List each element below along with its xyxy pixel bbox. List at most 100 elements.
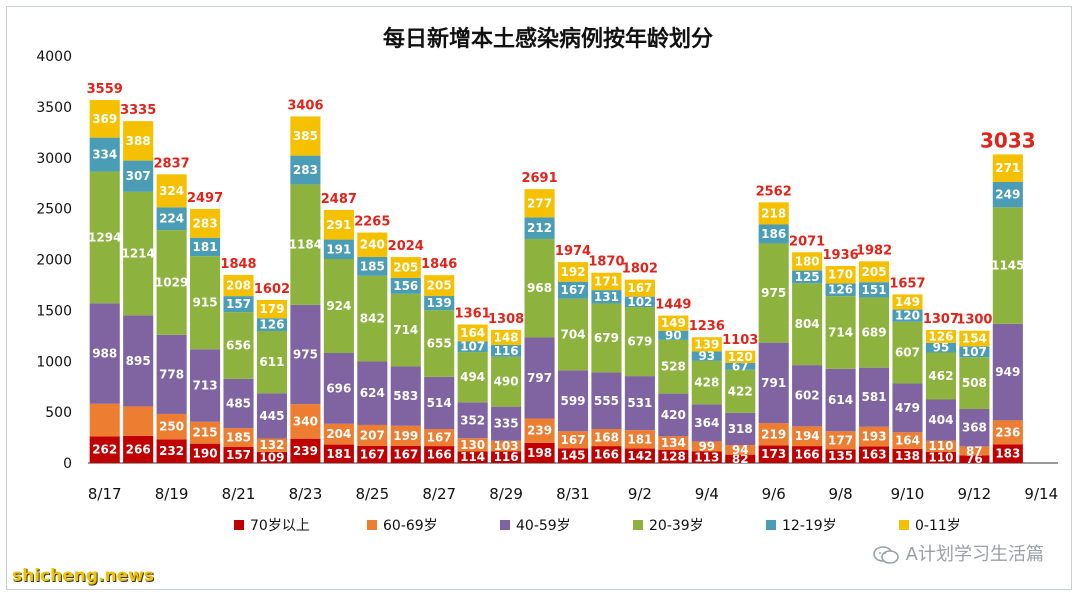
bar-segment: [424, 376, 455, 430]
legend: 70岁以上 60-69岁 40-59岁 20-39岁 12-19岁 0-11岁: [234, 518, 961, 534]
segment-label: 207: [360, 428, 385, 442]
segment-label: 490: [494, 375, 519, 389]
bar-segment: [390, 425, 421, 447]
segment-label: 602: [795, 389, 820, 403]
bar-segment: [357, 424, 388, 447]
bar-segment: [290, 404, 321, 439]
total-label: 1307: [923, 312, 959, 327]
bar-segment: [357, 275, 388, 362]
bar-segment: [792, 270, 823, 284]
bar-segment: [390, 293, 421, 367]
segment-label: 102: [627, 295, 652, 309]
bar-segment: [223, 447, 254, 463]
segment-label: 208: [226, 279, 251, 293]
segment-label: 968: [527, 281, 552, 295]
bar-segment: [256, 438, 288, 452]
total-label: 1300: [956, 313, 992, 328]
bar-segment: [658, 339, 689, 394]
segment-label: 131: [594, 290, 619, 304]
bar-segment: [156, 439, 187, 463]
bar-segment: [892, 448, 923, 463]
bar-segment: [825, 296, 856, 369]
bar-segment: [424, 429, 455, 447]
segment-label: 1294: [88, 230, 121, 244]
segment-label: 192: [560, 265, 585, 279]
segment-label: 975: [293, 347, 318, 361]
bar-segment: [658, 330, 689, 340]
segment-label: 714: [828, 325, 853, 339]
bar-segment: [223, 312, 254, 379]
segment-label: 842: [360, 312, 385, 326]
bar-segment: [725, 350, 756, 363]
bar-segment: [959, 330, 990, 347]
segment-label: 713: [193, 379, 218, 393]
segment-label: 205: [862, 265, 887, 279]
segment-label: 224: [159, 212, 184, 226]
bar-segment: [959, 346, 990, 358]
bar-segment: [223, 296, 254, 313]
bar-segment: [323, 209, 354, 240]
segment-label: 156: [393, 279, 418, 293]
bar-segment: [624, 448, 655, 463]
x-tick-label: 9/12: [958, 485, 992, 503]
bar-segment: [959, 408, 990, 447]
segment-label: 157: [226, 448, 251, 462]
segment-label: 239: [527, 424, 552, 438]
segment-label: 110: [928, 450, 953, 464]
segment-label: 185: [226, 431, 251, 445]
segment-label: 340: [293, 414, 318, 428]
legend-entry: 12-19岁: [782, 518, 837, 534]
segment-label: 103: [494, 439, 519, 453]
bar-segment: [457, 341, 488, 353]
bar-segment: [825, 283, 856, 297]
bar-segment: [390, 366, 421, 426]
segment-label: 179: [259, 302, 284, 316]
bar-segment: [792, 426, 823, 447]
x-tick-label: 8/31: [556, 485, 590, 503]
segment-label: 116: [494, 450, 519, 464]
bar-segment: [323, 239, 354, 259]
bar-segment: [190, 443, 221, 463]
segment-label: 462: [928, 369, 953, 383]
total-label: 2487: [321, 192, 357, 207]
segment-label: 107: [962, 345, 987, 359]
segment-label: 114: [460, 450, 485, 464]
segment-label: 714: [393, 323, 418, 337]
bar-segment: [925, 352, 956, 400]
bar-segment: [557, 431, 589, 449]
bar-segment: [591, 303, 622, 373]
bar-segment: [725, 454, 756, 463]
total-label: 3033: [980, 128, 1036, 152]
bar-segment: [792, 365, 823, 427]
segment-label: 607: [895, 346, 920, 360]
segment-label: 149: [661, 316, 686, 330]
bar-segment: [357, 232, 388, 257]
bar-segment: [825, 266, 856, 284]
y-tick-label: 500: [45, 405, 72, 421]
x-tick-label: 8/17: [88, 485, 122, 503]
segment-label: 170: [828, 268, 853, 282]
bar-segment: [624, 279, 655, 297]
segment-label: 191: [326, 242, 351, 256]
bar-segment: [156, 174, 187, 208]
legend-swatch: [899, 520, 909, 530]
bar-segment: [691, 441, 722, 452]
bar-segment: [256, 331, 288, 394]
segment-label: 514: [427, 396, 452, 410]
segment-label: 307: [126, 169, 151, 183]
segment-label: 193: [862, 430, 887, 444]
segment-label: 266: [126, 442, 151, 456]
segment-label: 271: [995, 161, 1020, 175]
bar-segment: [123, 435, 154, 463]
total-label: 2691: [521, 171, 557, 186]
bar-segment: [357, 446, 388, 463]
segment-label: 215: [193, 426, 218, 440]
bar-segment: [758, 202, 789, 225]
segment-label: 1184: [289, 238, 322, 252]
segment-label: 154: [962, 332, 987, 346]
segment-label: 334: [92, 148, 117, 162]
segment-label: 422: [728, 384, 753, 398]
segment-label: 163: [862, 448, 887, 462]
segment-label: 624: [360, 386, 385, 400]
bar-segment: [491, 406, 522, 441]
